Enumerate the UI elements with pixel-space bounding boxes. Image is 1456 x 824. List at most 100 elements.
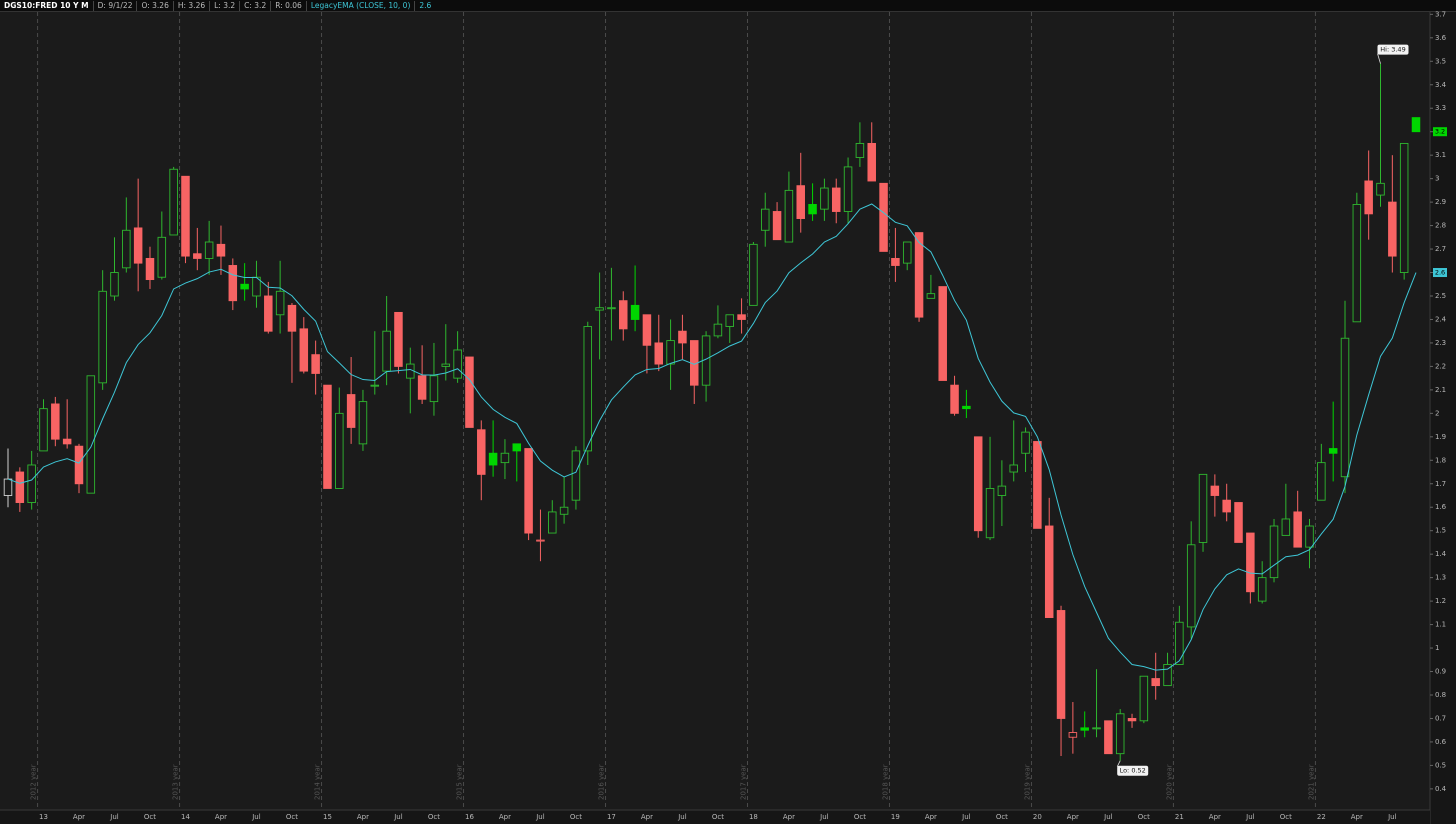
candle-body — [358, 401, 368, 445]
candle-body — [145, 257, 155, 281]
x-tick-label: 14 — [181, 813, 190, 821]
header-field: L: 3.2 — [210, 0, 241, 11]
x-tick-label: Oct — [1280, 813, 1292, 821]
candle-body — [512, 443, 522, 452]
x-tick-label: Apr — [925, 813, 937, 821]
header-bar: DGS10:FRED 10 Y M D: 9/1/22 O: 3.26 H: 3… — [0, 0, 1456, 12]
annotation-pointer — [1377, 53, 1381, 64]
annotation: Lo: 0.52 — [1116, 760, 1149, 776]
candle-body — [524, 448, 533, 534]
candle-body — [1246, 532, 1255, 593]
candle-body — [607, 307, 616, 310]
period-label: 2015 year — [456, 764, 464, 800]
header-field: R: 0.06 — [271, 0, 307, 11]
y-tick-label: 1 — [1435, 644, 1439, 652]
x-tick-label: Oct — [144, 813, 156, 821]
x-tick-label: Apr — [783, 813, 795, 821]
x-tick-label: Apr — [73, 813, 85, 821]
candle-body — [902, 241, 912, 264]
candle-body — [666, 340, 675, 365]
candle-body — [86, 375, 96, 494]
candle-body — [110, 272, 119, 297]
candle-body — [820, 187, 829, 210]
candle-body — [122, 229, 131, 269]
y-tick-label: 2.3 — [1435, 339, 1446, 347]
candle-body — [1080, 727, 1089, 731]
candle-body — [193, 253, 202, 259]
candle-body — [548, 511, 557, 534]
candle-body — [831, 187, 841, 212]
x-tick-label: 15 — [323, 813, 332, 821]
candle-body — [1104, 720, 1113, 755]
x-tick-label: Oct — [854, 813, 866, 821]
x-tick-label: Jul — [1245, 813, 1255, 821]
candle-body — [477, 429, 486, 475]
candle-body — [737, 314, 746, 320]
annotation-pointer — [1116, 760, 1121, 767]
candle-body — [1056, 610, 1066, 719]
y-tick-label: 0.6 — [1435, 738, 1447, 746]
candle-body — [630, 304, 640, 320]
candle-body — [1388, 201, 1397, 257]
candle-body — [1115, 713, 1125, 755]
candle-body — [3, 478, 13, 496]
candle-body — [370, 384, 380, 387]
period-label: 2016 year — [598, 764, 606, 800]
candle-body — [465, 356, 474, 428]
candle-body — [394, 311, 403, 367]
price-badge-label: 3.2 — [1435, 128, 1445, 136]
y-tick-label: 0.5 — [1435, 761, 1446, 769]
x-tick-label: Jul — [961, 813, 971, 821]
x-tick-label: Oct — [570, 813, 582, 821]
price-axis — [1430, 12, 1456, 824]
candle-body — [559, 506, 569, 515]
candle-body — [1352, 204, 1362, 323]
candle-body — [216, 243, 226, 257]
candle-body — [867, 142, 876, 182]
annotation-box — [1377, 44, 1409, 55]
candle-body — [1033, 441, 1042, 529]
candle-body — [973, 436, 983, 532]
x-tick-label: Apr — [215, 813, 227, 821]
candle-body — [749, 243, 758, 306]
candle-body — [1328, 448, 1338, 454]
price-badge — [1433, 268, 1447, 278]
candle-body — [678, 330, 687, 344]
candle-body — [571, 450, 581, 501]
candle-body — [1092, 727, 1101, 730]
x-tick-label: 16 — [465, 813, 474, 821]
x-tick-label: Oct — [1138, 813, 1150, 821]
candle-body — [926, 293, 936, 299]
candle-body — [1317, 462, 1326, 501]
candle-body — [962, 405, 971, 410]
symbol[interactable]: DGS10:FRED 10 Y M — [0, 0, 94, 11]
candle-body — [98, 290, 107, 384]
y-tick-label: 1.3 — [1435, 574, 1446, 582]
candle-body — [429, 375, 439, 403]
candle-body — [1163, 664, 1172, 687]
y-tick-label: 1.5 — [1435, 527, 1446, 535]
candle-body — [619, 300, 628, 330]
header-field: C: 3.2 — [240, 0, 272, 11]
candle-body — [15, 471, 25, 503]
x-tick-label: 13 — [39, 813, 48, 821]
candle-body — [287, 304, 297, 332]
period-label: 2013 year — [172, 764, 180, 800]
y-tick-label: 2.4 — [1435, 315, 1447, 323]
header-field: H: 3.26 — [174, 0, 211, 11]
y-tick-label: 0.4 — [1435, 785, 1447, 793]
candle-body — [1293, 511, 1302, 548]
candle-body — [772, 211, 782, 241]
study-name[interactable]: LegacyEMA (CLOSE, 10, 0) — [307, 0, 416, 11]
x-tick-label: Oct — [712, 813, 724, 821]
candle-body — [500, 452, 510, 464]
y-tick-label: 1.2 — [1435, 597, 1446, 605]
candle-body — [725, 314, 734, 327]
candle-body — [808, 204, 817, 215]
x-tick-label: Apr — [1351, 813, 1363, 821]
candle-body — [997, 485, 1007, 496]
candle-body — [74, 445, 84, 485]
y-tick-label: 3.7 — [1435, 10, 1446, 18]
y-tick-label: 1.6 — [1435, 503, 1447, 511]
